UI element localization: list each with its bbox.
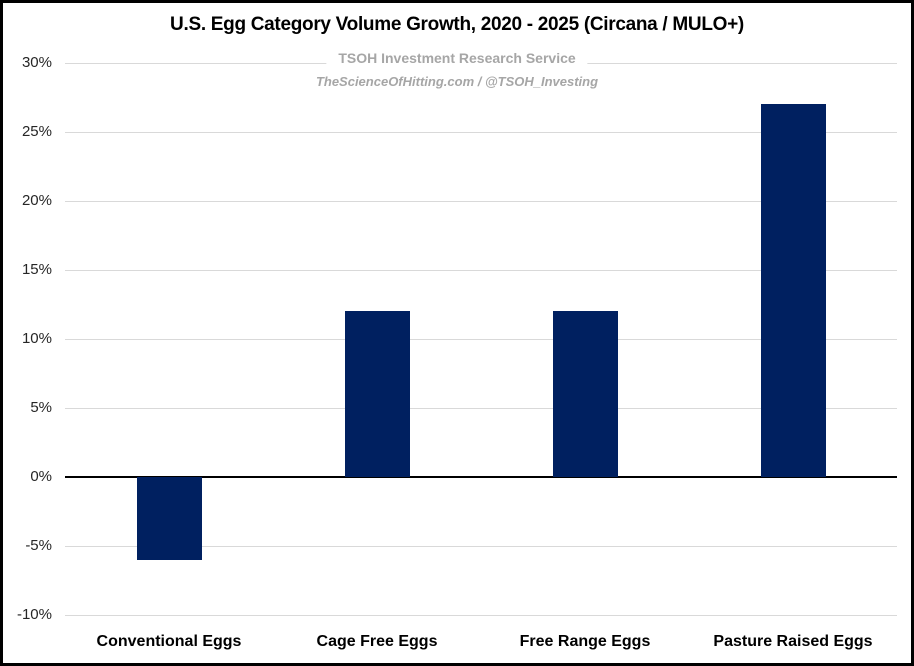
chart-subtitle: TSOH Investment Research Service <box>326 50 588 66</box>
x-axis-category-label: Conventional Eggs <box>96 633 242 650</box>
gridline <box>65 408 897 409</box>
x-axis-category-label: Free Range Eggs <box>519 633 651 650</box>
bar-conventional-eggs <box>136 477 202 560</box>
gridline <box>65 201 897 202</box>
bar-cage-free-eggs <box>344 311 410 477</box>
y-axis-tick-label: 0% <box>30 468 52 485</box>
y-axis-tick-label: 20% <box>21 192 52 209</box>
zero-axis-line <box>65 476 897 478</box>
bar-pasture-raised-eggs <box>760 104 826 477</box>
gridline <box>65 270 897 271</box>
y-axis-tick-label: -5% <box>25 537 52 554</box>
bar-free-range-eggs <box>552 311 618 477</box>
y-axis-tick-label: -10% <box>16 606 52 623</box>
y-axis-tick-label: 10% <box>21 330 52 347</box>
gridline <box>65 132 897 133</box>
x-axis-category-label: Cage Free Eggs <box>316 633 438 650</box>
chart-title: U.S. Egg Category Volume Growth, 2020 - … <box>170 14 744 35</box>
chart-watermark: TheScienceOfHitting.com / @TSOH_Investin… <box>315 74 599 89</box>
y-axis-tick-label: 15% <box>21 261 52 278</box>
y-axis-tick-label: 30% <box>21 54 52 71</box>
gridline <box>65 615 897 616</box>
gridline <box>65 546 897 547</box>
gridline <box>65 339 897 340</box>
y-axis-tick-label: 5% <box>30 399 52 416</box>
x-axis-category-label: Pasture Raised Eggs <box>713 633 873 650</box>
y-axis-tick-label: 25% <box>21 123 52 140</box>
